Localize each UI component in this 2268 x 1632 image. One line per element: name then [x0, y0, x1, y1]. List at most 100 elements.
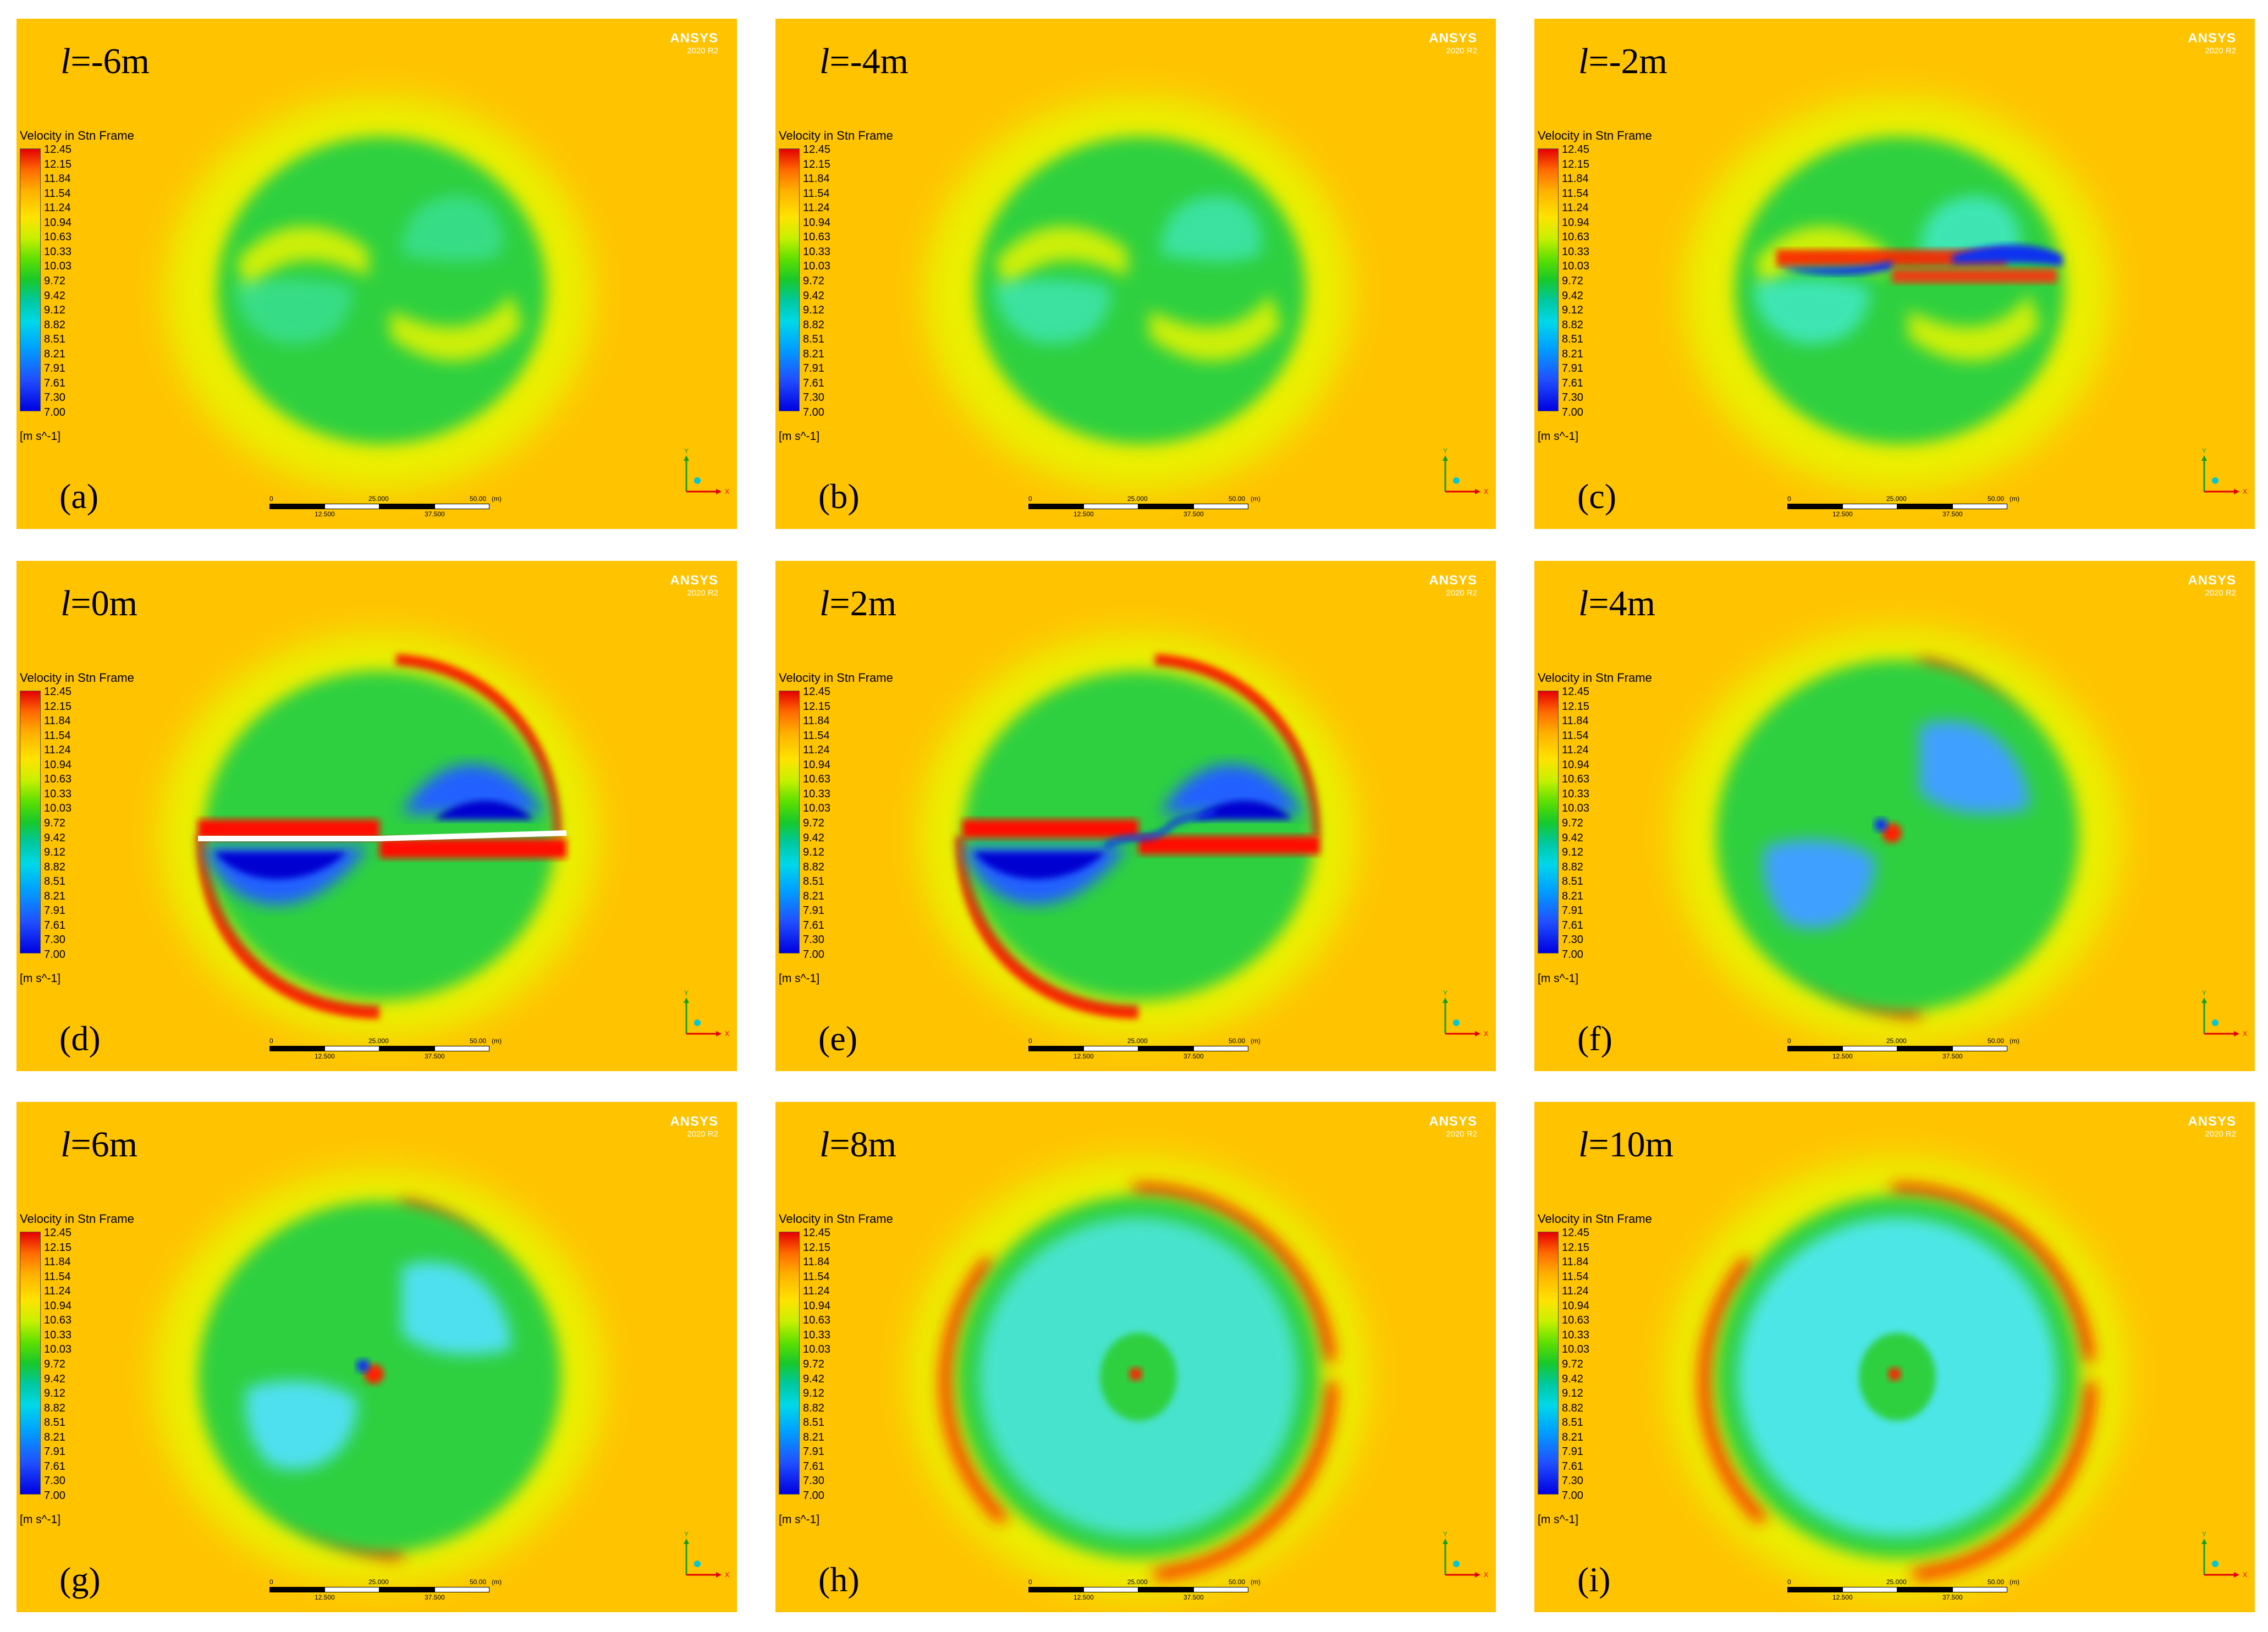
distance-value: =6m — [70, 1124, 137, 1165]
legend-unit: [m s^-1] — [779, 972, 820, 985]
scale-bar-segment — [1138, 1587, 1193, 1592]
scale-bar-label: 37.500 — [425, 1052, 445, 1060]
contour-panel: l=-4m (b) ANSYS 2020 R2 Velocity in Stn Fram… — [775, 19, 1496, 529]
legend-tick-label: 9.12 — [1562, 1387, 1583, 1400]
legend-unit: [m s^-1] — [1538, 1513, 1579, 1526]
distance-value: =-4m — [829, 41, 909, 81]
scale-bar-label: 12.500 — [1832, 1594, 1853, 1601]
scale-bar-label: 25.000 — [1886, 1037, 1907, 1045]
legend-tick-label: 8.51 — [1562, 1416, 1583, 1429]
legend-tick-label: 10.03 — [1562, 802, 1590, 815]
rim-vortex — [1699, 1184, 2096, 1581]
lobe-lower — [1754, 279, 1870, 344]
axis-origin-dot — [694, 1561, 701, 1567]
legend-tick-label: 8.21 — [44, 1431, 65, 1443]
scale-bar-segment — [1952, 504, 2007, 509]
legend-tick-label: 10.63 — [803, 1314, 831, 1327]
scale-bar-segment — [1193, 504, 1248, 509]
velocity-contour-field — [1666, 1157, 2128, 1597]
axis-arrowhead — [1443, 997, 1448, 1003]
scale-bar-label: (m) — [492, 1037, 502, 1045]
legend-tick-label: 12.45 — [1562, 1227, 1590, 1239]
axis-x-label: X — [1484, 488, 1488, 495]
lobe-upper — [1919, 196, 2021, 262]
axis-x-label: X — [2243, 1030, 2247, 1038]
legend-tick-label: 7.00 — [1562, 949, 1583, 961]
scale-bar-segment — [269, 1046, 324, 1051]
legend-tick-label: 11.84 — [1562, 173, 1589, 185]
legend-tick-label: 8.21 — [1562, 1431, 1583, 1443]
legend-tick-label: 10.94 — [803, 216, 831, 229]
hub-vortex — [1882, 823, 1902, 843]
legend-tick-label: 12.15 — [44, 1241, 72, 1254]
legend-tick-label: 7.00 — [44, 1490, 65, 1502]
panel-letter: (b) — [818, 477, 860, 516]
scale-bar-label: (m) — [2010, 495, 2019, 503]
legend-tick-label: 10.33 — [44, 1328, 72, 1341]
legend-tick-label: 8.82 — [803, 861, 824, 873]
legend-tick-label: 8.21 — [803, 1431, 824, 1443]
scale-bar: 0 25.000 50.00 (m) 12.500 37.500 — [269, 495, 544, 518]
velocity-contour-field — [1672, 627, 2123, 1045]
scale-bar-label: 50.00 — [470, 1037, 487, 1045]
scale-bar-segment — [324, 1046, 379, 1051]
ansys-logo: ANSYS 2020 R2 — [670, 32, 718, 56]
ansys-logo: ANSYS 2020 R2 — [670, 574, 718, 598]
legend-unit: [m s^-1] — [779, 1513, 820, 1526]
rim-vortex — [955, 835, 1139, 1019]
legend-tick-label: 11.84 — [803, 715, 830, 727]
legend-tick-label: 7.00 — [803, 1490, 824, 1502]
axis-origin-dot — [694, 477, 701, 484]
legend-colorbar — [1538, 1232, 1559, 1495]
coordinate-triad-icon: YX — [1443, 990, 1488, 1038]
legend-tick-label: 7.61 — [44, 1460, 65, 1473]
axis-arrowhead — [1475, 1031, 1480, 1036]
legend-colorbar — [20, 691, 41, 953]
legend-tick-label: 9.12 — [803, 846, 824, 859]
legend-tick-label: 7.61 — [44, 377, 65, 389]
legend-tick-label: 9.72 — [44, 275, 65, 287]
scale-bar-segment — [434, 504, 489, 509]
ansys-version: 2020 R2 — [2205, 588, 2236, 598]
velocity-contour-field — [165, 96, 594, 492]
ansys-logo: ANSYS 2020 R2 — [1429, 1114, 1477, 1139]
legend-tick-label: 7.61 — [803, 1460, 824, 1473]
legend-tick-label: 12.45 — [44, 1227, 72, 1239]
legend-tick-label: 7.30 — [1562, 1475, 1583, 1487]
coordinate-triad-icon: YX — [2201, 990, 2247, 1038]
scale-bar-label: 0 — [1787, 1578, 1791, 1586]
legend-tick-label: 10.63 — [44, 1314, 72, 1327]
legend-tick-label: 8.82 — [44, 1402, 65, 1414]
axis-x-label: X — [1484, 1030, 1488, 1038]
legend-colorbar — [779, 148, 800, 411]
legend-tick-label: 10.94 — [1562, 216, 1590, 229]
velocity-contour-field — [159, 632, 599, 1039]
legend-tick-label: 10.33 — [44, 787, 72, 800]
panel-distance-label: l=6m — [60, 1124, 137, 1166]
panel-distance-label: l=-6m — [60, 41, 150, 82]
coordinate-triad-icon: YX — [684, 990, 729, 1038]
legend-tick-label: 11.84 — [803, 173, 830, 185]
scale-bar-segment — [1952, 1587, 2007, 1592]
legend-tick-label: 12.45 — [803, 1227, 831, 1239]
contour-panel: l=8m (h) ANSYS 2020 R2 Velocity in Stn Frame… — [775, 1102, 1496, 1612]
ansys-brand: ANSYS — [1429, 1114, 1477, 1129]
legend-tick-label: 9.72 — [1562, 1358, 1583, 1370]
legend-tick-label: 7.00 — [803, 406, 824, 418]
scale-bar-label: 25.000 — [1127, 1578, 1148, 1586]
ansys-logo: ANSYS 2020 R2 — [1429, 574, 1477, 598]
legend-unit: [m s^-1] — [1538, 430, 1579, 443]
scale-bar-segment — [1842, 504, 1897, 509]
scale-bar-segment — [1193, 1587, 1248, 1592]
scale-bar-label: 0 — [269, 1578, 273, 1586]
legend-tick-label: 11.24 — [803, 744, 830, 757]
legend-tick-label: 7.91 — [803, 1446, 824, 1458]
legend-tick-label: 11.54 — [803, 1270, 830, 1283]
legend-tick-label: 11.54 — [1562, 729, 1589, 742]
scale-bar-segment — [434, 1587, 489, 1592]
panel-letter: (f) — [1577, 1019, 1612, 1058]
legend-tick-label: 7.00 — [44, 949, 65, 961]
axis-arrowhead — [2234, 1031, 2239, 1036]
panel-letter: (a) — [59, 477, 99, 516]
legend-tick-label: 10.33 — [803, 1328, 831, 1341]
